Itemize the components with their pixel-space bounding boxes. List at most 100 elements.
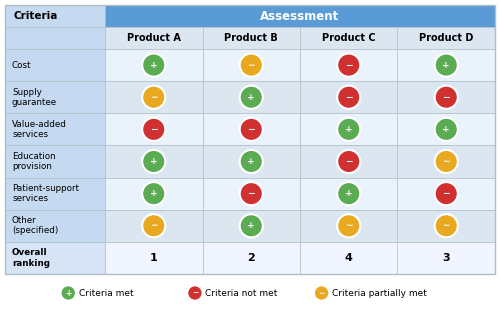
Text: +: + bbox=[150, 157, 158, 166]
Text: ∼: ∼ bbox=[150, 93, 158, 102]
Text: −: − bbox=[442, 189, 450, 198]
Text: Other
(specified): Other (specified) bbox=[12, 216, 58, 236]
Ellipse shape bbox=[337, 182, 360, 205]
Text: 4: 4 bbox=[345, 253, 352, 263]
Text: −: − bbox=[442, 93, 450, 102]
Text: Supply
guarantee: Supply guarantee bbox=[12, 88, 57, 107]
Text: −: − bbox=[345, 93, 352, 102]
Bar bbox=[398, 27, 495, 49]
Bar bbox=[398, 113, 495, 145]
Text: Overall
ranking: Overall ranking bbox=[12, 248, 50, 268]
Text: +: + bbox=[248, 93, 255, 102]
Ellipse shape bbox=[314, 285, 329, 300]
Text: 1: 1 bbox=[150, 253, 158, 263]
Ellipse shape bbox=[337, 118, 360, 141]
Bar bbox=[5, 178, 105, 210]
Ellipse shape bbox=[434, 150, 458, 173]
Text: Education
provision: Education provision bbox=[12, 152, 56, 171]
Ellipse shape bbox=[240, 53, 263, 77]
Ellipse shape bbox=[337, 53, 360, 77]
Text: Cost: Cost bbox=[12, 61, 32, 70]
Bar bbox=[398, 49, 495, 81]
Text: −: − bbox=[345, 157, 352, 166]
Text: 2: 2 bbox=[248, 253, 255, 263]
Bar bbox=[105, 81, 202, 113]
Bar bbox=[300, 81, 398, 113]
Bar bbox=[105, 145, 202, 178]
Text: +: + bbox=[150, 189, 158, 198]
Ellipse shape bbox=[142, 214, 166, 237]
Text: ∼: ∼ bbox=[345, 221, 352, 230]
Bar bbox=[5, 5, 495, 274]
Text: +: + bbox=[442, 125, 450, 134]
Bar bbox=[398, 242, 495, 274]
Text: Product D: Product D bbox=[419, 33, 474, 43]
Ellipse shape bbox=[434, 86, 458, 109]
Bar bbox=[398, 210, 495, 242]
Text: Criteria partially met: Criteria partially met bbox=[332, 289, 427, 297]
Bar bbox=[105, 210, 202, 242]
Text: Value-added
services: Value-added services bbox=[12, 120, 67, 139]
Bar bbox=[5, 49, 105, 81]
Ellipse shape bbox=[142, 86, 166, 109]
Ellipse shape bbox=[434, 182, 458, 205]
Bar bbox=[202, 113, 300, 145]
Bar bbox=[300, 242, 398, 274]
Text: Product A: Product A bbox=[127, 33, 180, 43]
Bar bbox=[202, 210, 300, 242]
Text: ∼: ∼ bbox=[150, 221, 158, 230]
Text: −: − bbox=[192, 289, 198, 297]
Ellipse shape bbox=[142, 53, 166, 77]
Bar bbox=[105, 49, 202, 81]
Text: +: + bbox=[345, 125, 352, 134]
Text: +: + bbox=[248, 221, 255, 230]
Bar bbox=[5, 5, 105, 27]
Bar bbox=[300, 49, 398, 81]
Ellipse shape bbox=[240, 182, 263, 205]
Text: +: + bbox=[65, 289, 71, 297]
Text: Patient-support
services: Patient-support services bbox=[12, 184, 79, 203]
Ellipse shape bbox=[142, 150, 166, 173]
Bar bbox=[105, 113, 202, 145]
Ellipse shape bbox=[337, 86, 360, 109]
Ellipse shape bbox=[61, 285, 76, 300]
Bar bbox=[398, 81, 495, 113]
Text: +: + bbox=[345, 189, 352, 198]
Ellipse shape bbox=[337, 214, 360, 237]
Bar bbox=[5, 81, 105, 113]
Ellipse shape bbox=[188, 285, 202, 300]
Bar bbox=[300, 27, 398, 49]
Bar bbox=[202, 81, 300, 113]
Bar bbox=[398, 145, 495, 178]
Bar bbox=[300, 113, 398, 145]
Bar bbox=[105, 5, 495, 27]
Text: ∼: ∼ bbox=[442, 157, 450, 166]
Ellipse shape bbox=[337, 150, 360, 173]
Bar bbox=[202, 242, 300, 274]
Bar bbox=[105, 242, 202, 274]
Text: ∼: ∼ bbox=[442, 221, 450, 230]
Ellipse shape bbox=[240, 150, 263, 173]
Ellipse shape bbox=[142, 118, 166, 141]
Text: Product B: Product B bbox=[224, 33, 278, 43]
Bar bbox=[105, 27, 202, 49]
Bar bbox=[398, 178, 495, 210]
Text: +: + bbox=[442, 61, 450, 70]
Text: ∼: ∼ bbox=[248, 61, 255, 70]
Text: Product C: Product C bbox=[322, 33, 376, 43]
Bar bbox=[5, 113, 105, 145]
Text: +: + bbox=[248, 157, 255, 166]
Ellipse shape bbox=[240, 214, 263, 237]
Ellipse shape bbox=[142, 182, 166, 205]
Ellipse shape bbox=[240, 86, 263, 109]
Ellipse shape bbox=[434, 214, 458, 237]
Bar bbox=[202, 145, 300, 178]
Text: −: − bbox=[150, 125, 158, 134]
Bar bbox=[105, 178, 202, 210]
Text: ∼: ∼ bbox=[318, 289, 325, 297]
Bar bbox=[5, 27, 105, 49]
Text: 3: 3 bbox=[442, 253, 450, 263]
Text: Criteria: Criteria bbox=[13, 11, 58, 21]
Text: +: + bbox=[150, 61, 158, 70]
Bar bbox=[300, 145, 398, 178]
